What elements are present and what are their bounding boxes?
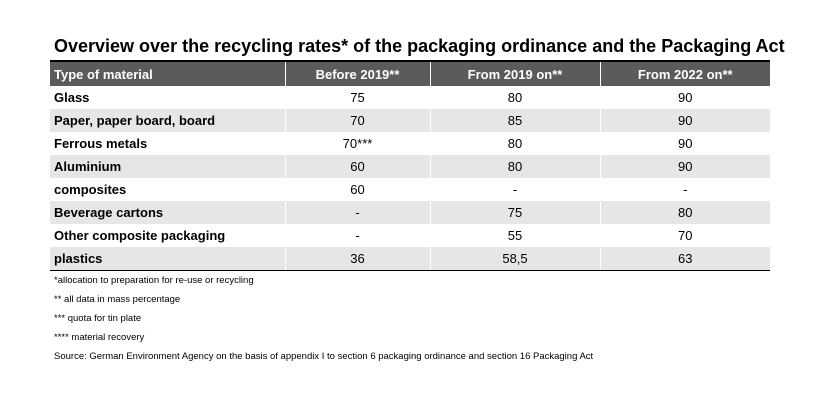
table-row: Glass 75 80 90 xyxy=(50,86,770,109)
rate-from-2022: 90 xyxy=(599,132,770,155)
rate-from-2019: 75 xyxy=(429,201,600,224)
rate-from-2019: 80 xyxy=(429,86,600,109)
header-from-2019: From 2019 on** xyxy=(429,60,600,86)
rate-before-2019: 70*** xyxy=(284,132,430,155)
table-row: Aluminium 60 80 90 xyxy=(50,155,770,178)
material-name: Aluminium xyxy=(54,159,122,174)
material-name: Ferrous metals xyxy=(54,136,148,151)
rate-before-2019: 60 xyxy=(284,155,430,178)
footnote-material-recovery: **** material recovery xyxy=(54,332,145,343)
material-name: plastics xyxy=(50,247,285,271)
footnote-tin-plate: *** quota for tin plate xyxy=(54,313,142,324)
page-title: Overview over the recycling rates* of th… xyxy=(54,36,785,56)
rate-before-2019: 70 xyxy=(284,109,430,132)
rate-before-2019: 36 xyxy=(284,247,430,271)
rate-from-2022: 90 xyxy=(599,109,770,132)
rate-before-2019: 75 xyxy=(284,86,430,109)
rate-before-2019: - xyxy=(284,224,430,247)
recycling-rates-table: Type of material Before 2019** From 2019… xyxy=(50,60,770,271)
table-row: composites 60 - - xyxy=(50,178,770,201)
table-row: plastics 36 58,5 63 xyxy=(50,247,770,271)
material-name: composites xyxy=(54,182,127,197)
footnotes: *allocation to preparation for re-use or… xyxy=(54,275,770,370)
rate-from-2022: 70 xyxy=(599,224,770,247)
rate-before-2019: 60 xyxy=(284,178,430,201)
material-name: Beverage cartons xyxy=(54,205,164,220)
source-note: Source: German Environment Agency on the… xyxy=(54,351,594,362)
rate-from-2019: 80 xyxy=(429,132,600,155)
rate-from-2022: 80 xyxy=(599,201,770,224)
rate-from-2022: 63 xyxy=(599,247,770,271)
rate-from-2019: - xyxy=(429,178,600,201)
table-row: Other composite packaging - 55 70 xyxy=(50,224,770,247)
material-name: Other composite packaging xyxy=(54,228,226,243)
material-name: Paper, paper board, board xyxy=(54,113,216,128)
rate-from-2019: 55 xyxy=(429,224,600,247)
table-row: Beverage cartons - 75 80 xyxy=(50,201,770,224)
rate-from-2022: 90 xyxy=(599,86,770,109)
recycling-rates-document: Overview over the recycling rates* of th… xyxy=(50,34,785,370)
rate-from-2019: 80 xyxy=(429,155,600,178)
header-before-2019: Before 2019** xyxy=(284,60,430,86)
rate-from-2019: 85 xyxy=(429,109,600,132)
table-row: Ferrous metals 70*** 80 90 xyxy=(50,132,770,155)
material-name: Glass xyxy=(54,90,90,105)
rate-from-2019: 58,5 xyxy=(429,247,600,271)
footnote-mass-percentage: ** all data in mass percentage xyxy=(54,294,181,305)
header-from-2022: From 2022 on** xyxy=(599,60,770,86)
rate-before-2019: - xyxy=(284,201,430,224)
table-row: Paper, paper board, board 70 85 90 xyxy=(50,109,770,132)
rate-from-2022: - xyxy=(599,178,770,201)
table-header-row: Type of material Before 2019** From 2019… xyxy=(50,60,770,86)
header-type-of-material: Type of material xyxy=(50,60,285,86)
rate-from-2022: 90 xyxy=(599,155,770,178)
footnote-allocation: *allocation to preparation for re-use or… xyxy=(54,275,254,286)
